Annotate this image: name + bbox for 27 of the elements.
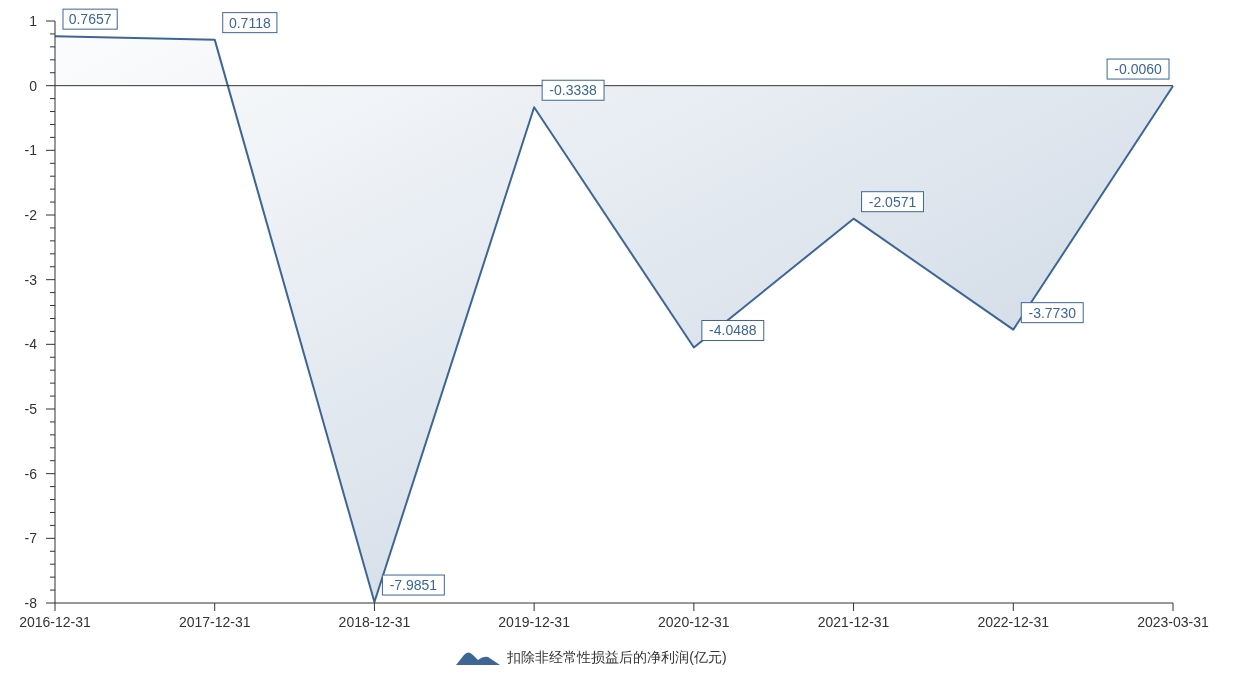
y-tick-label: 1 <box>29 12 38 29</box>
y-tick-label: -6 <box>24 465 38 482</box>
data-label: 0.7657 <box>68 11 112 28</box>
data-label: -3.7730 <box>1028 304 1077 321</box>
x-tick-label: 2016-12-31 <box>19 613 92 630</box>
x-tick-label: 2020-12-31 <box>658 613 730 630</box>
x-tick-label: 2023-03-31 <box>1137 613 1210 630</box>
y-tick-label: -2 <box>24 206 38 223</box>
y-tick-label: -7 <box>24 530 38 547</box>
data-label: -4.0488 <box>709 322 757 339</box>
y-tick-label: -8 <box>24 594 38 611</box>
data-label: -7.9851 <box>389 576 438 593</box>
y-tick-label: -4 <box>24 336 38 353</box>
y-tick-label: -1 <box>24 142 38 159</box>
y-tick-label: -3 <box>24 271 38 288</box>
data-label: -2.0571 <box>868 193 917 210</box>
x-tick-label: 2018-12-31 <box>338 613 411 630</box>
data-label: -0.0060 <box>1114 60 1162 77</box>
x-tick-label: 2019-12-31 <box>498 613 571 630</box>
data-label: -0.3338 <box>549 82 598 99</box>
data-label: 0.7118 <box>228 14 271 31</box>
y-tick-label: 0 <box>29 77 38 94</box>
x-tick-label: 2017-12-31 <box>178 613 251 630</box>
x-tick-label: 2022-12-31 <box>977 613 1050 630</box>
legend-label: 扣除非经常性损益后的净利润(亿元) <box>507 649 727 667</box>
x-tick-label: 2021-12-31 <box>817 613 890 630</box>
y-tick-label: -5 <box>24 400 38 417</box>
